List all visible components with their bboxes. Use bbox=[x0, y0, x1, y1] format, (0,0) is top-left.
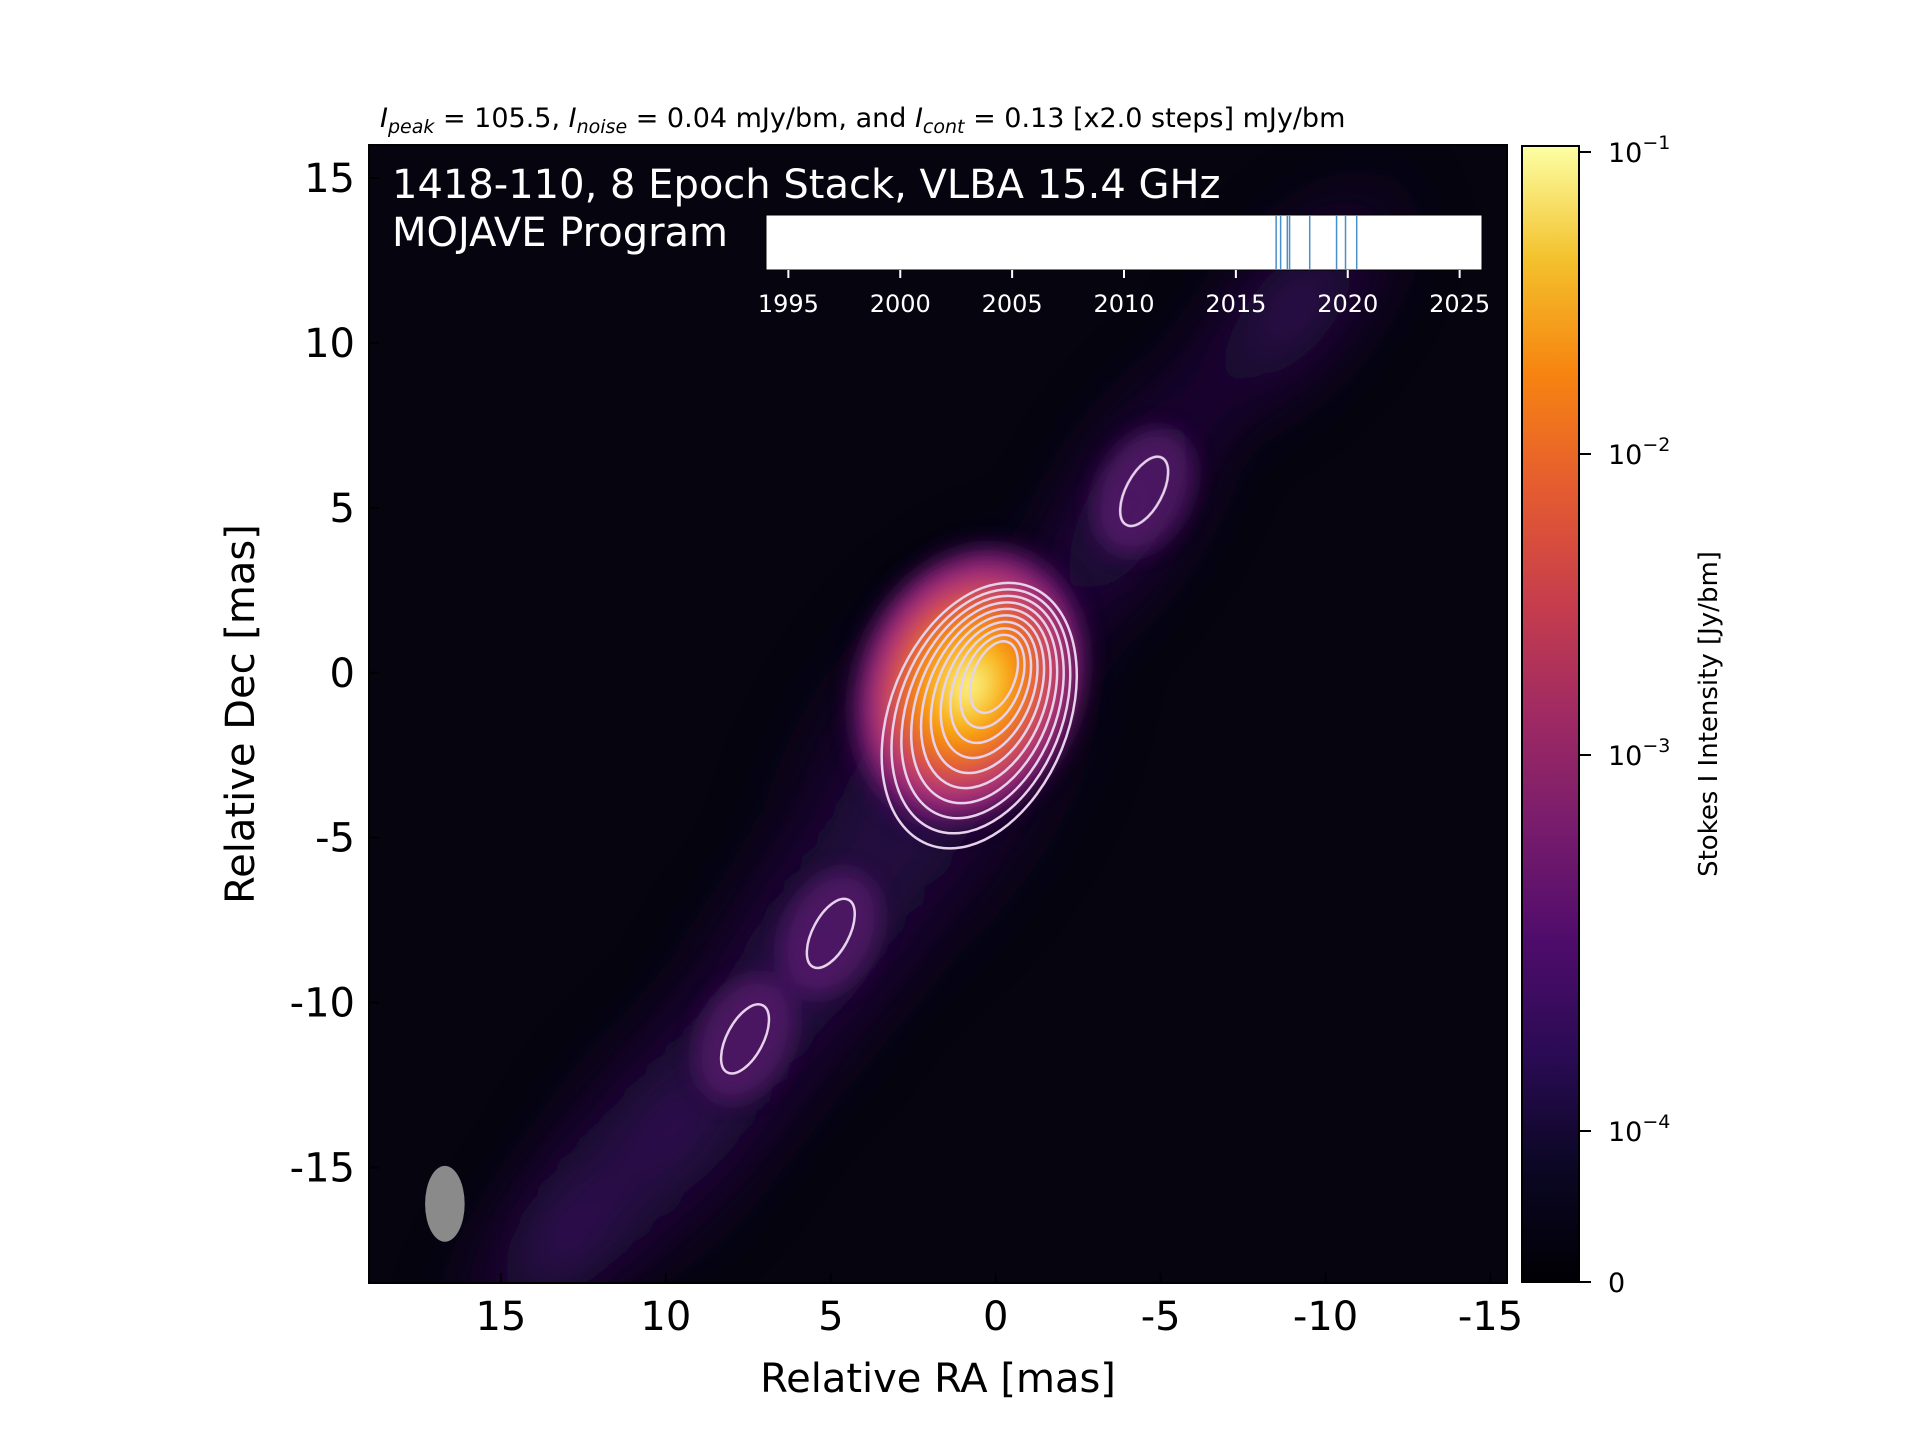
y-tick-label: -10 bbox=[290, 981, 355, 1027]
jet-feature-contour bbox=[805, 897, 856, 970]
contour-level bbox=[890, 588, 1072, 835]
title-part: I bbox=[569, 103, 577, 134]
contour-level bbox=[880, 581, 1079, 850]
haze-blob bbox=[418, 1069, 716, 1283]
colorbar-tick-base: 10 bbox=[1608, 1117, 1642, 1148]
x-tick-label: 10 bbox=[640, 1294, 691, 1340]
jet-feature-emission bbox=[694, 976, 796, 1102]
y-tick-label: -5 bbox=[315, 816, 355, 862]
colorbar-tick-base: 10 bbox=[1608, 138, 1642, 169]
title-part: peak bbox=[387, 116, 435, 138]
epoch-tick-label: 2010 bbox=[1093, 290, 1154, 318]
colorbar-tick-label: 0 bbox=[1608, 1268, 1625, 1299]
epoch-tick-label: 2005 bbox=[982, 290, 1043, 318]
core-emission bbox=[845, 538, 1093, 834]
epoch-tick-label: 2015 bbox=[1205, 290, 1266, 318]
x-tick-label: -10 bbox=[1293, 1294, 1358, 1340]
source-label: 1418-110, 8 Epoch Stack, VLBA 15.4 GHz bbox=[392, 162, 1221, 208]
intensity-map bbox=[369, 145, 1507, 1283]
colorbar-tick-exp: −1 bbox=[1642, 132, 1670, 154]
jet-feature-contour bbox=[719, 1003, 771, 1075]
colorbar-tick-exp: −4 bbox=[1642, 1111, 1670, 1133]
y-axis-label: Relative Dec [mas] bbox=[218, 524, 264, 904]
y-tick-label: 15 bbox=[304, 156, 355, 202]
plot-frame bbox=[368, 144, 1508, 1284]
epochs-timeline: 1995 2000 2005 2010 2015 2020 2025 bbox=[758, 214, 1490, 318]
y-axis: 15 10 5 0 -5 -10 -15 bbox=[290, 156, 379, 1192]
title-part: I bbox=[915, 103, 923, 134]
contour-level bbox=[949, 627, 1033, 745]
colorbar-tick-base: 0 bbox=[1608, 1268, 1625, 1299]
x-tick-label: 5 bbox=[818, 1294, 843, 1340]
colorbar-tick-label: 10−1 bbox=[1608, 132, 1670, 169]
title-part: = 0.13 [x2.0 steps] mJy/bm bbox=[964, 103, 1345, 134]
epochs-axis: 1995 2000 2005 2010 2015 2020 2025 bbox=[758, 270, 1490, 318]
colorbar bbox=[1521, 145, 1580, 1283]
title-part: = 0.04 mJy/bm, and bbox=[627, 103, 915, 134]
jet-feature-emission bbox=[1093, 428, 1195, 555]
jet-emission bbox=[694, 428, 1195, 1102]
colorbar-tick-label: 10−2 bbox=[1608, 434, 1670, 471]
title-part: = 105.5, bbox=[434, 103, 568, 134]
x-tick-label: -5 bbox=[1141, 1294, 1181, 1340]
x-tick-label: -15 bbox=[1458, 1294, 1523, 1340]
contour-level bbox=[968, 640, 1020, 715]
epoch-tick-label: 2020 bbox=[1317, 290, 1378, 318]
beam-ellipse bbox=[425, 1165, 465, 1242]
colorbar-ticks: 10−110−210−310−40 bbox=[1579, 132, 1670, 1299]
colorbar-label: Stokes I Intensity [Jy/bm] bbox=[1694, 551, 1724, 877]
epoch-tick-label: 2000 bbox=[870, 290, 931, 318]
title-part: I bbox=[380, 103, 388, 134]
title-part: cont bbox=[923, 116, 966, 138]
contour-level bbox=[939, 620, 1039, 760]
contour-level bbox=[929, 614, 1046, 775]
epoch-markers bbox=[1275, 216, 1358, 269]
contour-level bbox=[900, 594, 1065, 820]
colorbar-tick-exp: −3 bbox=[1642, 735, 1670, 757]
jet-feature-contour bbox=[1118, 455, 1170, 528]
x-tick-label: 15 bbox=[475, 1294, 526, 1340]
epoch-tick-label: 2025 bbox=[1429, 290, 1490, 318]
colorbar-tick-label: 10−3 bbox=[1608, 735, 1670, 772]
y-tick-label: 5 bbox=[330, 486, 355, 532]
program-label: MOJAVE Program bbox=[392, 210, 728, 256]
contour-level bbox=[919, 607, 1052, 790]
epoch-tick-label: 1995 bbox=[758, 290, 819, 318]
contour-level bbox=[909, 601, 1059, 805]
colorbar-tick-base: 10 bbox=[1608, 741, 1642, 772]
contour-level bbox=[959, 633, 1026, 730]
jet-feature-emission bbox=[780, 870, 882, 997]
y-tick-label: -15 bbox=[290, 1146, 355, 1192]
x-axis: 15 10 5 0 -5 -10 -15 bbox=[475, 1273, 1523, 1340]
contour-lines bbox=[719, 455, 1170, 1075]
y-tick-label: 0 bbox=[330, 651, 355, 697]
x-tick-label: 0 bbox=[983, 1294, 1008, 1340]
title-part: noise bbox=[577, 116, 628, 138]
x-axis-label: Relative RA [mas] bbox=[760, 1356, 1116, 1402]
colorbar-tick-exp: −2 bbox=[1642, 434, 1670, 456]
plot-title: Ipeak = 105.5, Inoise = 0.04 mJy/bm, and… bbox=[380, 103, 1345, 138]
colorbar-tick-label: 10−4 bbox=[1608, 1111, 1670, 1148]
y-tick-label: 10 bbox=[304, 321, 355, 367]
epochs-timeline-box bbox=[765, 214, 1483, 271]
colorbar-tick-base: 10 bbox=[1608, 440, 1642, 471]
